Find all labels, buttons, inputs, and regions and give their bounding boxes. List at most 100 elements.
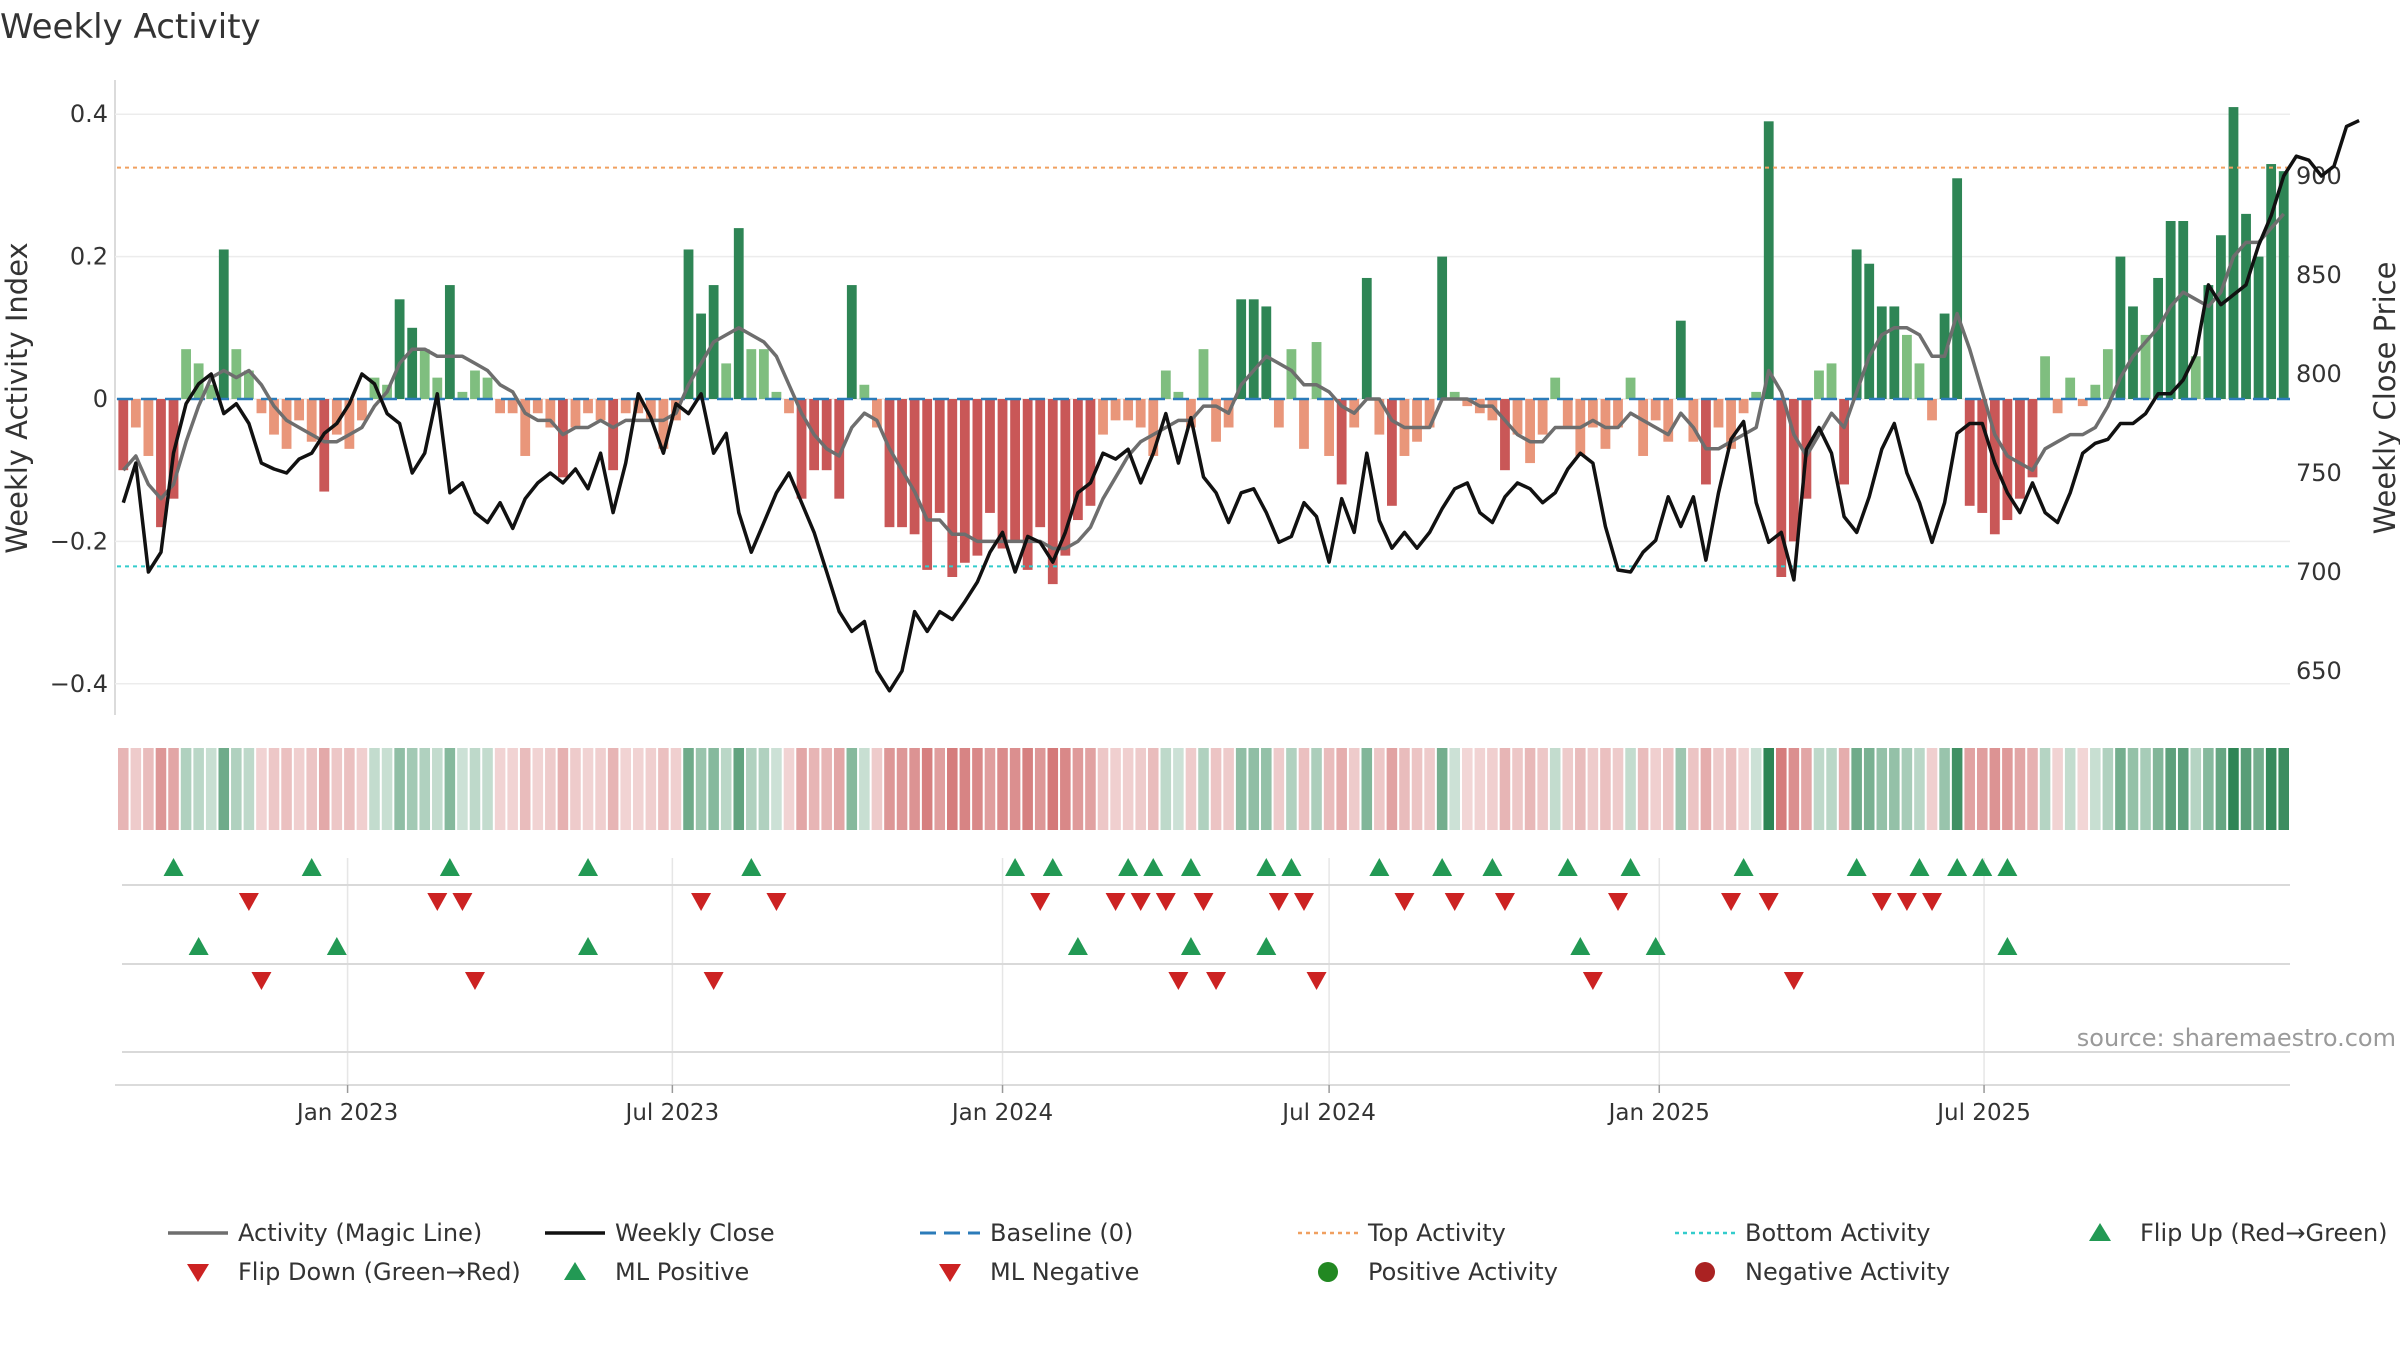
heat-cell bbox=[959, 748, 971, 830]
flip-up-marker bbox=[1432, 858, 1453, 876]
flip-up-marker bbox=[1482, 858, 1503, 876]
heat-cell bbox=[1926, 748, 1938, 830]
heat-cell bbox=[1964, 748, 1975, 830]
activity-bar bbox=[1273, 399, 1284, 428]
x-tick-label: Jan 2024 bbox=[950, 1100, 1053, 1126]
flip-up-marker bbox=[163, 858, 184, 876]
activity-bar bbox=[1512, 399, 1523, 435]
heat-cell bbox=[2002, 748, 2013, 830]
activity-bar bbox=[1952, 178, 1963, 399]
heat-cell bbox=[519, 748, 531, 830]
ml-negative-marker bbox=[1783, 972, 1804, 990]
legend-item: Bottom Activity bbox=[1675, 1219, 1930, 1247]
legend-item: ML Positive bbox=[564, 1258, 749, 1286]
legend-swatch-circle bbox=[1695, 1262, 1715, 1282]
heat-cell bbox=[1135, 748, 1146, 830]
activity-bar bbox=[1537, 399, 1548, 435]
heat-cell bbox=[1763, 748, 1775, 830]
heat-cell bbox=[1637, 748, 1649, 830]
heat-cell bbox=[1185, 748, 1197, 830]
heat-cell bbox=[997, 748, 1008, 830]
heat-cell bbox=[632, 748, 644, 830]
heat-cell bbox=[984, 748, 996, 830]
heat-cell bbox=[1022, 748, 1033, 830]
activity-bar bbox=[1437, 256, 1448, 399]
activity-bar bbox=[2140, 334, 2151, 399]
heat-cell bbox=[1060, 748, 1071, 830]
activity-bar bbox=[2190, 356, 2201, 399]
heat-cell bbox=[2077, 748, 2089, 830]
legend-label: Activity (Magic Line) bbox=[238, 1219, 482, 1247]
flip-down-marker bbox=[452, 893, 473, 911]
heat-cell bbox=[1223, 748, 1234, 830]
legend-label: ML Negative bbox=[990, 1258, 1139, 1286]
heat-cell bbox=[1549, 748, 1561, 830]
legend: Activity (Magic Line) Weekly Close Baselin… bbox=[168, 1219, 2388, 1286]
legend-item: Flip Down (Green→Red) bbox=[187, 1258, 521, 1286]
activity-bar bbox=[1022, 399, 1033, 570]
y-tick-label-left: −0.2 bbox=[50, 527, 108, 555]
heat-cell bbox=[1235, 748, 1247, 830]
heat-cell bbox=[783, 748, 795, 830]
x-tick-label: Jan 2023 bbox=[295, 1100, 398, 1126]
heat-cell bbox=[180, 748, 192, 830]
heat-cell bbox=[796, 748, 807, 830]
heat-cell bbox=[1034, 748, 1046, 830]
activity-bar bbox=[1964, 399, 1975, 506]
heat-cell bbox=[1650, 748, 1661, 830]
heat-cell bbox=[205, 748, 217, 830]
heat-cell bbox=[118, 748, 129, 830]
activity-bar bbox=[1336, 399, 1347, 485]
heat-cell bbox=[256, 748, 267, 830]
flip-up-marker bbox=[1118, 858, 1139, 876]
heat-cell bbox=[1625, 748, 1636, 830]
activity-bar bbox=[1638, 399, 1649, 456]
activity-bar bbox=[1889, 306, 1900, 399]
activity-bar bbox=[1286, 349, 1297, 399]
activity-bar bbox=[1839, 399, 1849, 485]
activity-bar bbox=[419, 349, 430, 399]
heat-cell bbox=[833, 748, 845, 830]
activity-bar bbox=[1010, 399, 1020, 542]
activity-bar bbox=[1876, 306, 1887, 399]
activity-bar bbox=[583, 399, 593, 414]
heat-cell bbox=[406, 748, 418, 830]
activity-bar bbox=[2153, 277, 2164, 399]
ml-positive-marker bbox=[1570, 937, 1591, 955]
activity-bar bbox=[130, 399, 141, 428]
heat-cell bbox=[432, 748, 443, 830]
flip-up-marker bbox=[1557, 858, 1578, 876]
activity-bar bbox=[1135, 399, 1146, 428]
activity-bar bbox=[1123, 399, 1134, 421]
flip-up-marker bbox=[1846, 858, 1867, 876]
activity-bar bbox=[2065, 377, 2076, 399]
heat-cell bbox=[947, 748, 958, 830]
activity-bar bbox=[1826, 363, 1837, 399]
heat-cell bbox=[344, 748, 355, 830]
flip-up-marker bbox=[1005, 858, 1026, 876]
heat-cell bbox=[369, 748, 380, 830]
legend-swatch-triangle-down bbox=[939, 1264, 961, 1282]
heat-cell bbox=[1688, 748, 1699, 830]
activity-bar bbox=[2027, 399, 2038, 478]
flip-up-marker bbox=[578, 858, 599, 876]
activity-bar bbox=[1110, 399, 1121, 421]
heat-cell bbox=[2203, 748, 2214, 830]
activity-bar bbox=[1726, 399, 1736, 449]
activity-bar bbox=[1236, 299, 1247, 399]
activity-bar bbox=[344, 399, 355, 449]
heat-cell bbox=[2240, 748, 2252, 830]
activity-bar bbox=[972, 399, 983, 556]
activity-bar bbox=[2052, 399, 2063, 414]
activity-bar bbox=[758, 349, 769, 399]
heat-cell bbox=[1374, 748, 1385, 830]
heat-cell bbox=[1009, 748, 1021, 830]
heat-cell bbox=[1788, 748, 1800, 830]
flip-down-marker bbox=[1193, 893, 1214, 911]
heat-cell bbox=[1261, 748, 1272, 830]
heat-cell bbox=[444, 748, 456, 830]
activity-bar bbox=[218, 249, 229, 399]
ml-positive-marker bbox=[1997, 937, 2018, 955]
heat-cell bbox=[1612, 748, 1624, 830]
heat-cell bbox=[1047, 748, 1059, 830]
